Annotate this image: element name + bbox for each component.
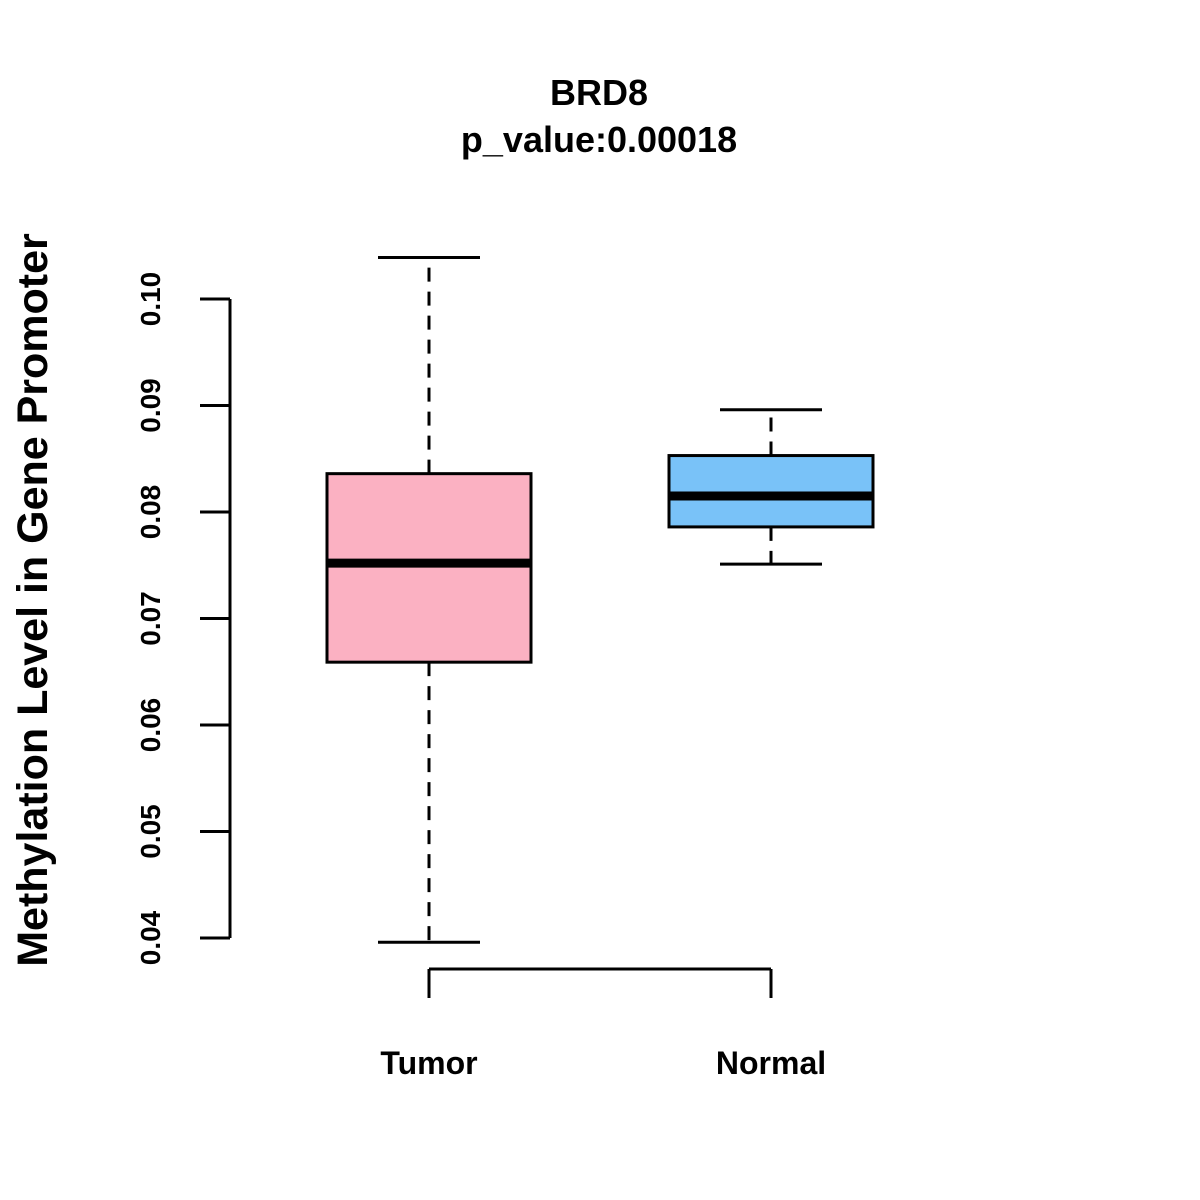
y-axis-label: Methylation Level in Gene Promoter <box>9 233 57 967</box>
y-tick-label: 0.06 <box>135 698 166 753</box>
iqr-box <box>325 472 533 664</box>
y-tick-label: 0.10 <box>135 272 166 327</box>
x-tick-label-tumor: Tumor <box>380 1045 477 1081</box>
y-axis: 0.04 0.05 0.06 0.07 0.08 0.09 0.10 <box>135 272 232 965</box>
x-axis: Tumor Normal <box>380 967 826 1081</box>
y-tick-label: 0.09 <box>135 378 166 433</box>
y-tick-label: 0.07 <box>135 591 166 646</box>
iqr-box <box>667 454 875 529</box>
x-tick-label-normal: Normal <box>716 1045 826 1081</box>
boxes-group <box>325 255 875 944</box>
chart-subtitle: p_value:0.00018 <box>461 119 737 160</box>
chart-title: BRD8 <box>550 72 648 113</box>
y-tick-label: 0.05 <box>135 804 166 859</box>
box-normal <box>667 408 875 566</box>
box-tumor <box>325 255 533 944</box>
y-tick-label: 0.04 <box>135 910 166 965</box>
y-tick-label: 0.08 <box>135 485 166 540</box>
